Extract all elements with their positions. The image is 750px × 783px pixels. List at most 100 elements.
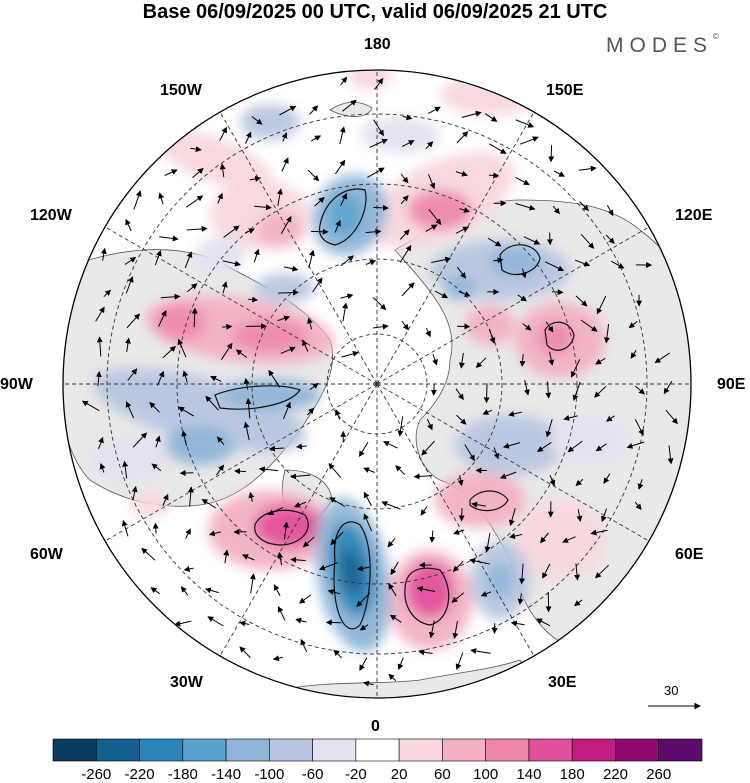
wind-vector	[389, 614, 402, 623]
reference-vector-label: 30	[664, 683, 679, 698]
colorbar-swatch	[95, 738, 140, 762]
wind-vector	[100, 247, 107, 261]
wind-vector	[204, 587, 219, 594]
wind-vector	[298, 594, 312, 604]
wind-vector	[432, 354, 438, 366]
wind-vector	[342, 302, 349, 322]
wind-vector	[158, 192, 165, 205]
wind-vector	[221, 281, 228, 294]
wind-vector	[515, 176, 530, 185]
wind-vector	[340, 255, 354, 267]
label-150w: 150W	[160, 82, 202, 99]
wind-vector	[455, 388, 464, 401]
colorbar-tick-label: -180	[167, 766, 198, 783]
map-boundary	[62, 69, 692, 699]
wind-vector	[290, 473, 311, 480]
wind-vector	[434, 290, 449, 299]
wind-vector	[328, 463, 342, 479]
wind-vector	[249, 573, 256, 594]
wind-vector	[634, 501, 642, 510]
wind-vector	[402, 114, 413, 121]
colorbar-swatch	[615, 738, 660, 762]
wind-vector	[430, 383, 437, 396]
wind-vector	[508, 410, 522, 417]
wind-vectors	[81, 76, 678, 687]
wind-vector	[312, 277, 323, 293]
wind-vector	[488, 172, 500, 179]
wind-vector	[307, 169, 320, 182]
wind-vector	[596, 295, 607, 315]
wind-vector	[401, 320, 409, 331]
wind-vector	[461, 110, 482, 118]
colorbar-tick-label: -20	[345, 766, 367, 783]
wind-vector	[509, 533, 523, 539]
wind-vector	[575, 478, 584, 487]
wind-vector	[295, 617, 307, 624]
wind-vector	[363, 513, 373, 532]
colorbar-tick-label: -260	[81, 766, 112, 783]
wind-vector	[159, 235, 179, 242]
wind-vector	[634, 385, 646, 395]
wind-vector	[595, 443, 607, 452]
wind-vector	[283, 521, 290, 540]
wind-vector	[126, 313, 141, 329]
wind-vector	[425, 224, 438, 232]
wind-vector	[523, 236, 541, 245]
wind-vector	[283, 401, 291, 420]
wind-vector	[294, 501, 307, 508]
wind-vector	[536, 441, 552, 452]
wind-vector	[359, 624, 369, 631]
wind-vector	[302, 536, 315, 548]
wind-vector	[281, 157, 289, 172]
wind-vector	[580, 319, 598, 332]
colorbar-swatch	[571, 738, 616, 762]
wind-vector	[223, 225, 240, 238]
map-title: Base 06/09/2025 00 UTC, valid 06/09/2025…	[142, 1, 608, 23]
wind-vector	[329, 497, 346, 507]
wind-vector	[483, 383, 490, 404]
wind-vector	[549, 475, 556, 487]
colorbar-swatch	[528, 738, 573, 762]
wind-vector	[280, 215, 292, 234]
wind-vector	[210, 375, 222, 382]
wind-vector	[268, 369, 281, 388]
wind-vector	[373, 204, 389, 211]
label-30e: 30E	[548, 674, 577, 691]
label-60w: 60W	[30, 546, 63, 563]
wind-vector	[372, 297, 387, 311]
wind-vector	[154, 249, 162, 266]
wind-vector	[277, 551, 284, 566]
wind-vector	[663, 380, 673, 395]
wind-vector	[248, 296, 259, 303]
wind-vector	[484, 113, 498, 122]
wind-vector	[186, 225, 208, 232]
wind-vector	[544, 261, 565, 272]
wind-vector	[367, 167, 385, 178]
wind-vector	[480, 591, 492, 597]
wind-vector	[81, 400, 100, 412]
wind-vector	[515, 119, 535, 128]
colorbar-swatch	[182, 738, 227, 762]
colorbar-tick-label: 180	[559, 766, 585, 783]
wind-vector	[427, 106, 441, 115]
wind-vector	[400, 173, 409, 184]
wind-vector	[187, 486, 194, 507]
wind-vector	[334, 219, 341, 233]
wind-vector	[334, 159, 346, 175]
wind-vector	[207, 616, 224, 627]
wind-vector	[342, 99, 357, 112]
wind-vector	[133, 190, 142, 210]
wind-vector	[387, 537, 396, 548]
graticule	[63, 70, 691, 698]
wind-vector	[452, 560, 464, 573]
wind-vector	[603, 323, 610, 344]
wind-vector	[593, 385, 607, 398]
wind-vector	[388, 583, 397, 597]
wind-vector	[665, 409, 678, 425]
wind-vector	[373, 323, 389, 330]
colorbar-tick-label: -60	[301, 766, 324, 783]
wind-vector	[365, 228, 382, 235]
wind-vector	[162, 493, 169, 506]
wind-vector	[95, 306, 105, 322]
